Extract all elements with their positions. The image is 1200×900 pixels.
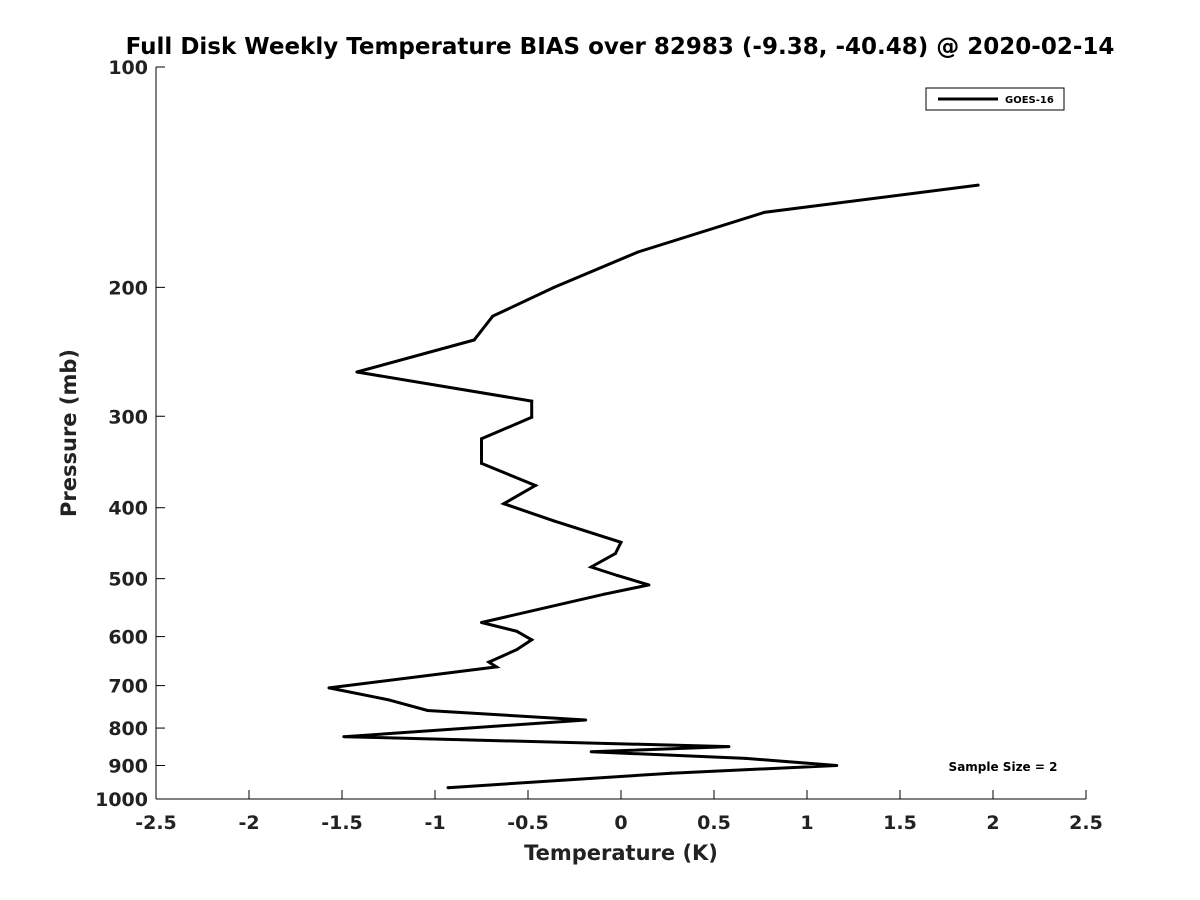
data-point [552,285,556,289]
x-tick-label: -2 [238,812,259,834]
y-tick-label: 700 [108,676,148,698]
y-tick-label: 800 [108,718,148,740]
x-tick-label: 0.5 [697,812,731,834]
data-point [515,648,519,652]
x-tick-label: -1.5 [321,812,363,834]
data-point [530,399,534,403]
data-point [387,698,390,702]
data-point [584,718,588,722]
data-point [533,483,537,487]
data-point [619,540,623,544]
x-tick-label: -0.5 [507,812,549,834]
legend: GOES-16 [925,87,1065,111]
data-point [530,638,534,642]
data-point [647,583,651,587]
x-tick-label: 2 [986,812,999,834]
data-point [762,210,766,214]
x-axis-label: Temperature (K) [524,841,718,865]
series-points [327,183,980,790]
data-point [491,314,495,318]
chart-title: Full Disk Weekly Temperature BIAS over 8… [126,34,1115,60]
data-point [976,183,980,187]
data-point [835,764,839,768]
data-point [480,437,483,441]
data-point [530,415,534,419]
data-point [487,660,491,664]
x-tick-label: -1 [424,812,445,834]
data-point [552,519,556,523]
data-point [589,750,593,754]
data-point [446,786,450,790]
x-tick-label: 2.5 [1069,812,1103,834]
data-point [602,592,606,596]
data-point [426,708,430,712]
data-point [744,756,748,760]
sample-size-annotation: Sample Size = 2 [949,760,1058,774]
data-point [636,250,640,254]
y-axis-label: Pressure (mb) [57,349,81,517]
data-point [515,629,519,633]
data-point [494,665,498,669]
y-tick-label: 100 [108,57,148,79]
data-point [669,771,673,775]
data-point [613,552,617,556]
y-tick-label: 900 [108,756,148,778]
data-point [355,370,359,374]
x-tick-label: 1.5 [883,812,917,834]
y-tick-label: 300 [108,406,148,428]
data-point [342,735,346,739]
data-point [472,338,476,342]
y-tick-label: 200 [108,277,148,299]
y-axis-ticks: 100 200 300 400 500 600 700 800 900 1000 [95,57,165,811]
data-point [480,621,483,625]
data-point [502,502,506,506]
x-axis-ticks: -2.5 -2 -1.5 -1 -0.5 0 0.5 1 1.5 2 2.5 [135,790,1103,834]
y-tick-label: 1000 [95,789,148,811]
data-point [727,745,731,749]
data-point [480,461,483,465]
y-tick-label: 500 [108,569,148,591]
data-point [327,686,331,690]
plot-area [156,67,1086,799]
legend-label: GOES-16 [1005,95,1054,106]
y-tick-label: 600 [108,627,148,649]
data-point [615,573,619,577]
y-tick-label: 400 [108,498,148,520]
x-tick-label: -2.5 [135,812,177,834]
x-tick-label: 1 [800,812,813,834]
data-point [589,565,593,569]
x-tick-label: 0 [614,812,627,834]
